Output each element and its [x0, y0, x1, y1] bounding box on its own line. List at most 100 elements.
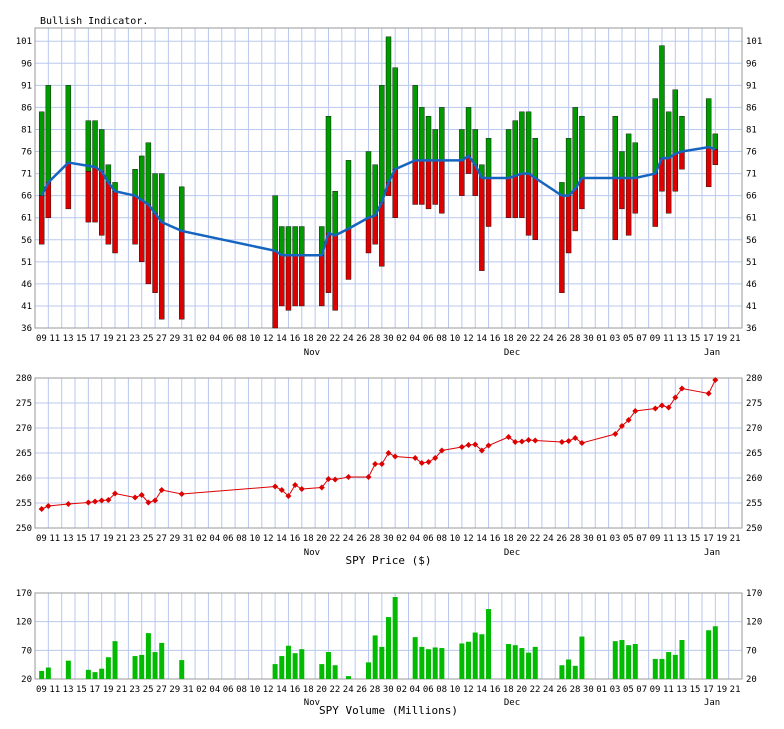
bullish-bar [152, 173, 158, 214]
volume-bar [632, 644, 638, 679]
price-marker [178, 491, 185, 497]
x-tick-label: 13 [63, 334, 74, 344]
price-marker [292, 482, 299, 488]
month-label: Nov [304, 698, 320, 708]
x-tick-label: 21 [116, 534, 127, 544]
x-tick-label: 20 [516, 334, 527, 344]
x-tick-label: 16 [490, 534, 501, 544]
volume-bar [325, 652, 331, 679]
price-marker [392, 453, 399, 460]
volume-bar [672, 654, 678, 679]
bearish-bar [272, 250, 278, 329]
bearish-bar [132, 195, 138, 245]
bearish-bar [332, 235, 338, 311]
month-label: Dec [504, 698, 520, 708]
volume-bar [152, 652, 158, 679]
bullish-bar [459, 129, 465, 161]
x-tick-label: 13 [676, 534, 687, 544]
bearish-bar [612, 177, 618, 240]
bearish-bar [479, 177, 485, 271]
price-marker [145, 499, 152, 506]
month-label: Jan [704, 548, 720, 558]
volume-bar [432, 647, 438, 679]
x-tick-label: 29 [169, 334, 180, 344]
bullish-bar [565, 138, 572, 196]
x-tick-label: 15 [690, 685, 701, 695]
x-tick-label: 18 [303, 685, 314, 695]
bearish-bar [152, 213, 158, 293]
x-tick-label: 02 [396, 334, 407, 344]
x-tick-label: 04 [410, 685, 421, 695]
volume-bar [99, 668, 105, 679]
x-tick-label: 13 [63, 685, 74, 695]
bullish-bar [665, 111, 672, 159]
price-marker [558, 439, 565, 445]
x-tick-label: 09 [650, 685, 661, 695]
y-tick-label-right: 101 [746, 37, 762, 47]
month-label: Nov [304, 548, 320, 558]
price-marker [152, 497, 159, 504]
x-tick-label: 08 [436, 685, 447, 695]
x-tick-label: 04 [209, 534, 220, 544]
bearish-bar [372, 215, 378, 245]
price-marker [98, 497, 105, 504]
bearish-bar [38, 195, 45, 245]
bullish-bar [679, 116, 685, 152]
plot-frame [34, 377, 743, 529]
x-tick-label: 20 [516, 534, 527, 544]
x-tick-label: 24 [543, 334, 554, 344]
x-tick-label: 20 [316, 534, 327, 544]
x-tick-label: 17 [703, 685, 714, 695]
chart-title: Bullish Indicator. [40, 16, 148, 27]
bearish-bar [285, 255, 292, 311]
price-marker [112, 490, 119, 497]
y-tick-label-left: 270 [16, 424, 32, 434]
x-tick-label: 26 [356, 685, 367, 695]
x-tick-label: 20 [516, 685, 527, 695]
bullish-bar [65, 85, 72, 163]
volume-bar [392, 597, 398, 679]
bullish-bar [579, 116, 585, 179]
y-tick-label-left: 51 [21, 258, 32, 268]
month-label: Jan [704, 698, 720, 708]
price-marker [505, 434, 512, 440]
x-tick-label: 09 [36, 685, 47, 695]
volume-bar [579, 636, 585, 679]
x-tick-label: 30 [383, 534, 394, 544]
x-tick-label: 13 [63, 534, 74, 544]
x-tick-label: 30 [583, 334, 594, 344]
price-marker [578, 440, 585, 446]
price-marker [432, 455, 439, 461]
volume-bar [426, 649, 432, 679]
x-tick-label: 10 [450, 534, 461, 544]
volume-bar [105, 657, 111, 679]
x-tick-label: 03 [610, 334, 621, 344]
x-tick-label: 15 [76, 534, 87, 544]
bearish-bar [159, 221, 165, 320]
bullish-bar [179, 186, 185, 232]
volume-bar [512, 645, 518, 679]
x-tick-label: 15 [690, 534, 701, 544]
price-marker [525, 437, 532, 443]
bullish-bar [439, 107, 445, 161]
y-tick-label-right: 170 [746, 589, 762, 599]
x-tick-label: 02 [196, 334, 207, 344]
volume-bar [332, 665, 338, 679]
bearish-bar [345, 228, 352, 280]
x-tick-label: 25 [143, 334, 154, 344]
x-tick-label: 10 [249, 334, 260, 344]
x-tick-label: 31 [183, 685, 194, 695]
x-tick-label: 08 [236, 685, 247, 695]
y-tick-label-right: 250 [746, 524, 762, 534]
price-marker [38, 506, 45, 512]
bullish-bar [285, 226, 292, 256]
bullish-bar [572, 107, 578, 190]
x-tick-label: 14 [476, 534, 487, 544]
bullish-bar [159, 173, 165, 223]
bullish-bar [512, 120, 518, 176]
y-tick-label-right: 51 [746, 258, 757, 268]
y-tick-label-right: 41 [746, 302, 757, 312]
bullish-bar [519, 111, 525, 174]
